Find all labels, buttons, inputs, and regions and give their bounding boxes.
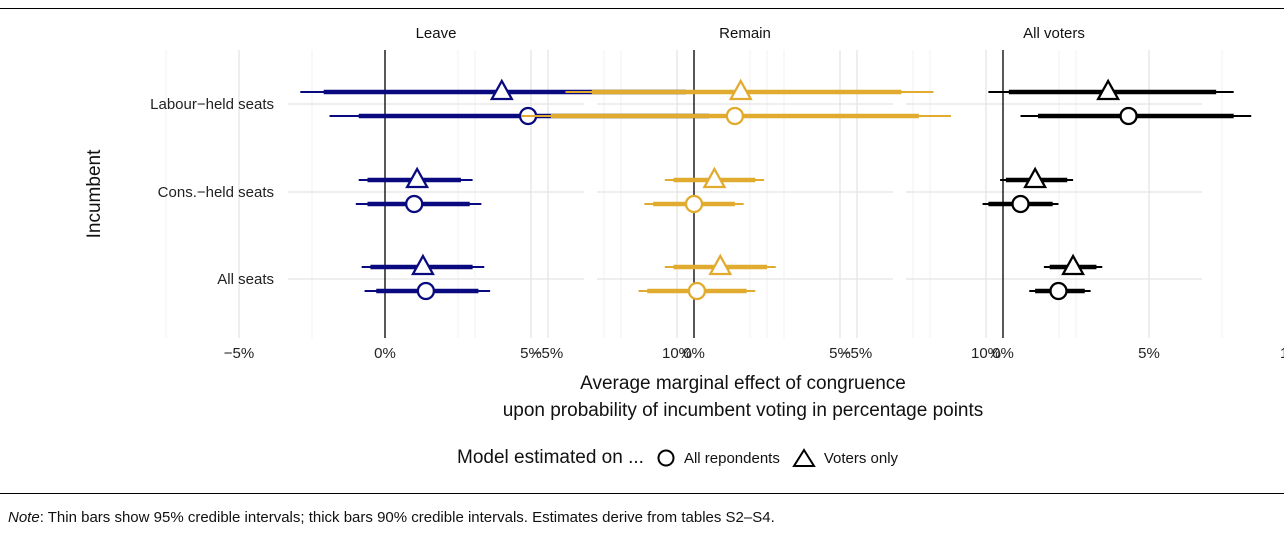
point-estimate-triangle bbox=[1061, 253, 1086, 276]
point-estimate-circle bbox=[725, 106, 745, 126]
note-label: Note bbox=[8, 509, 40, 526]
point-estimate-triangle bbox=[1023, 166, 1048, 189]
x-tick-label: 0% bbox=[374, 345, 396, 362]
point-estimate-triangle bbox=[1096, 78, 1121, 101]
x-tick-label: 5% bbox=[520, 345, 542, 362]
legend-label-voters-only: Voters only bbox=[823, 449, 899, 467]
x-tick-label: 0% bbox=[683, 345, 705, 362]
point-estimate-circle bbox=[405, 194, 424, 214]
legend-item-voters-only: Voters only bbox=[792, 448, 898, 468]
point-estimate-triangle bbox=[405, 166, 430, 189]
note-text: : Thin bars show 95% credible intervals;… bbox=[39, 509, 775, 526]
facet-panels: Leave Remain All voters bbox=[416, 25, 1085, 42]
legend: Model estimated on ... All repondents Vo… bbox=[457, 444, 910, 472]
circle-icon bbox=[657, 449, 675, 467]
x-tick-label: 10% bbox=[662, 345, 692, 362]
x-tick-label: 0% bbox=[992, 345, 1014, 362]
point-estimate-circle bbox=[416, 281, 436, 301]
x-tick-label: 10% bbox=[1280, 345, 1284, 362]
x-axis: −5% 0% 5% 10% −5% 0% 5% 10% −5% 0% 5% 10% Average ma… bbox=[224, 345, 1284, 421]
y-axis: Labour−held seats Cons.−held seats All sea… bbox=[84, 96, 274, 288]
point-estimate-circle bbox=[687, 281, 707, 301]
facet-label: Remain bbox=[719, 25, 771, 42]
point-estimate-circle bbox=[684, 194, 704, 214]
point-estimate-triangle bbox=[489, 78, 514, 101]
facet-label: Leave bbox=[416, 25, 457, 42]
bottom-rule bbox=[0, 493, 1284, 494]
x-tick-label: 5% bbox=[829, 345, 851, 362]
x-tick-label: 5% bbox=[1138, 345, 1160, 362]
y-axis-title: Incumbent bbox=[84, 149, 105, 238]
x-tick-label: −5% bbox=[224, 345, 254, 362]
point-estimate-circle bbox=[1011, 194, 1030, 214]
y-category-label: Labour−held seats bbox=[150, 96, 274, 113]
triangle-icon bbox=[792, 448, 816, 467]
point-estimate-triangle bbox=[728, 78, 753, 101]
point-estimate-triangle bbox=[702, 166, 727, 189]
top-rule bbox=[0, 8, 1284, 9]
legend-item-all-respondents: All repondents bbox=[656, 448, 780, 468]
data-marks bbox=[300, 78, 1252, 301]
x-tick-label: −5% bbox=[533, 345, 563, 362]
point-estimate-circle bbox=[1049, 281, 1068, 301]
x-tick-label: −5% bbox=[842, 345, 872, 362]
point-estimate-circle bbox=[1119, 106, 1138, 126]
chart-plot-area: Leave Remain All voters Labour−held seats C… bbox=[84, 25, 1284, 421]
legend-label-all-respondents: All repondents bbox=[683, 449, 780, 467]
point-estimate-triangle bbox=[411, 253, 435, 276]
y-category-label: All seats bbox=[217, 271, 274, 288]
legend-title: Model estimated on ... bbox=[457, 447, 644, 468]
x-axis-title-line2: upon probability of incumbent voting in … bbox=[503, 400, 984, 421]
x-axis-title-line1: Average marginal effect of congruence bbox=[580, 373, 906, 394]
facet-label: All voters bbox=[1023, 25, 1085, 42]
figure-note: Note: Thin bars show 95% credible interv… bbox=[8, 509, 775, 526]
point-estimate-triangle bbox=[708, 253, 733, 276]
y-category-label: Cons.−held seats bbox=[158, 184, 274, 201]
x-tick-label: 10% bbox=[971, 345, 1001, 362]
